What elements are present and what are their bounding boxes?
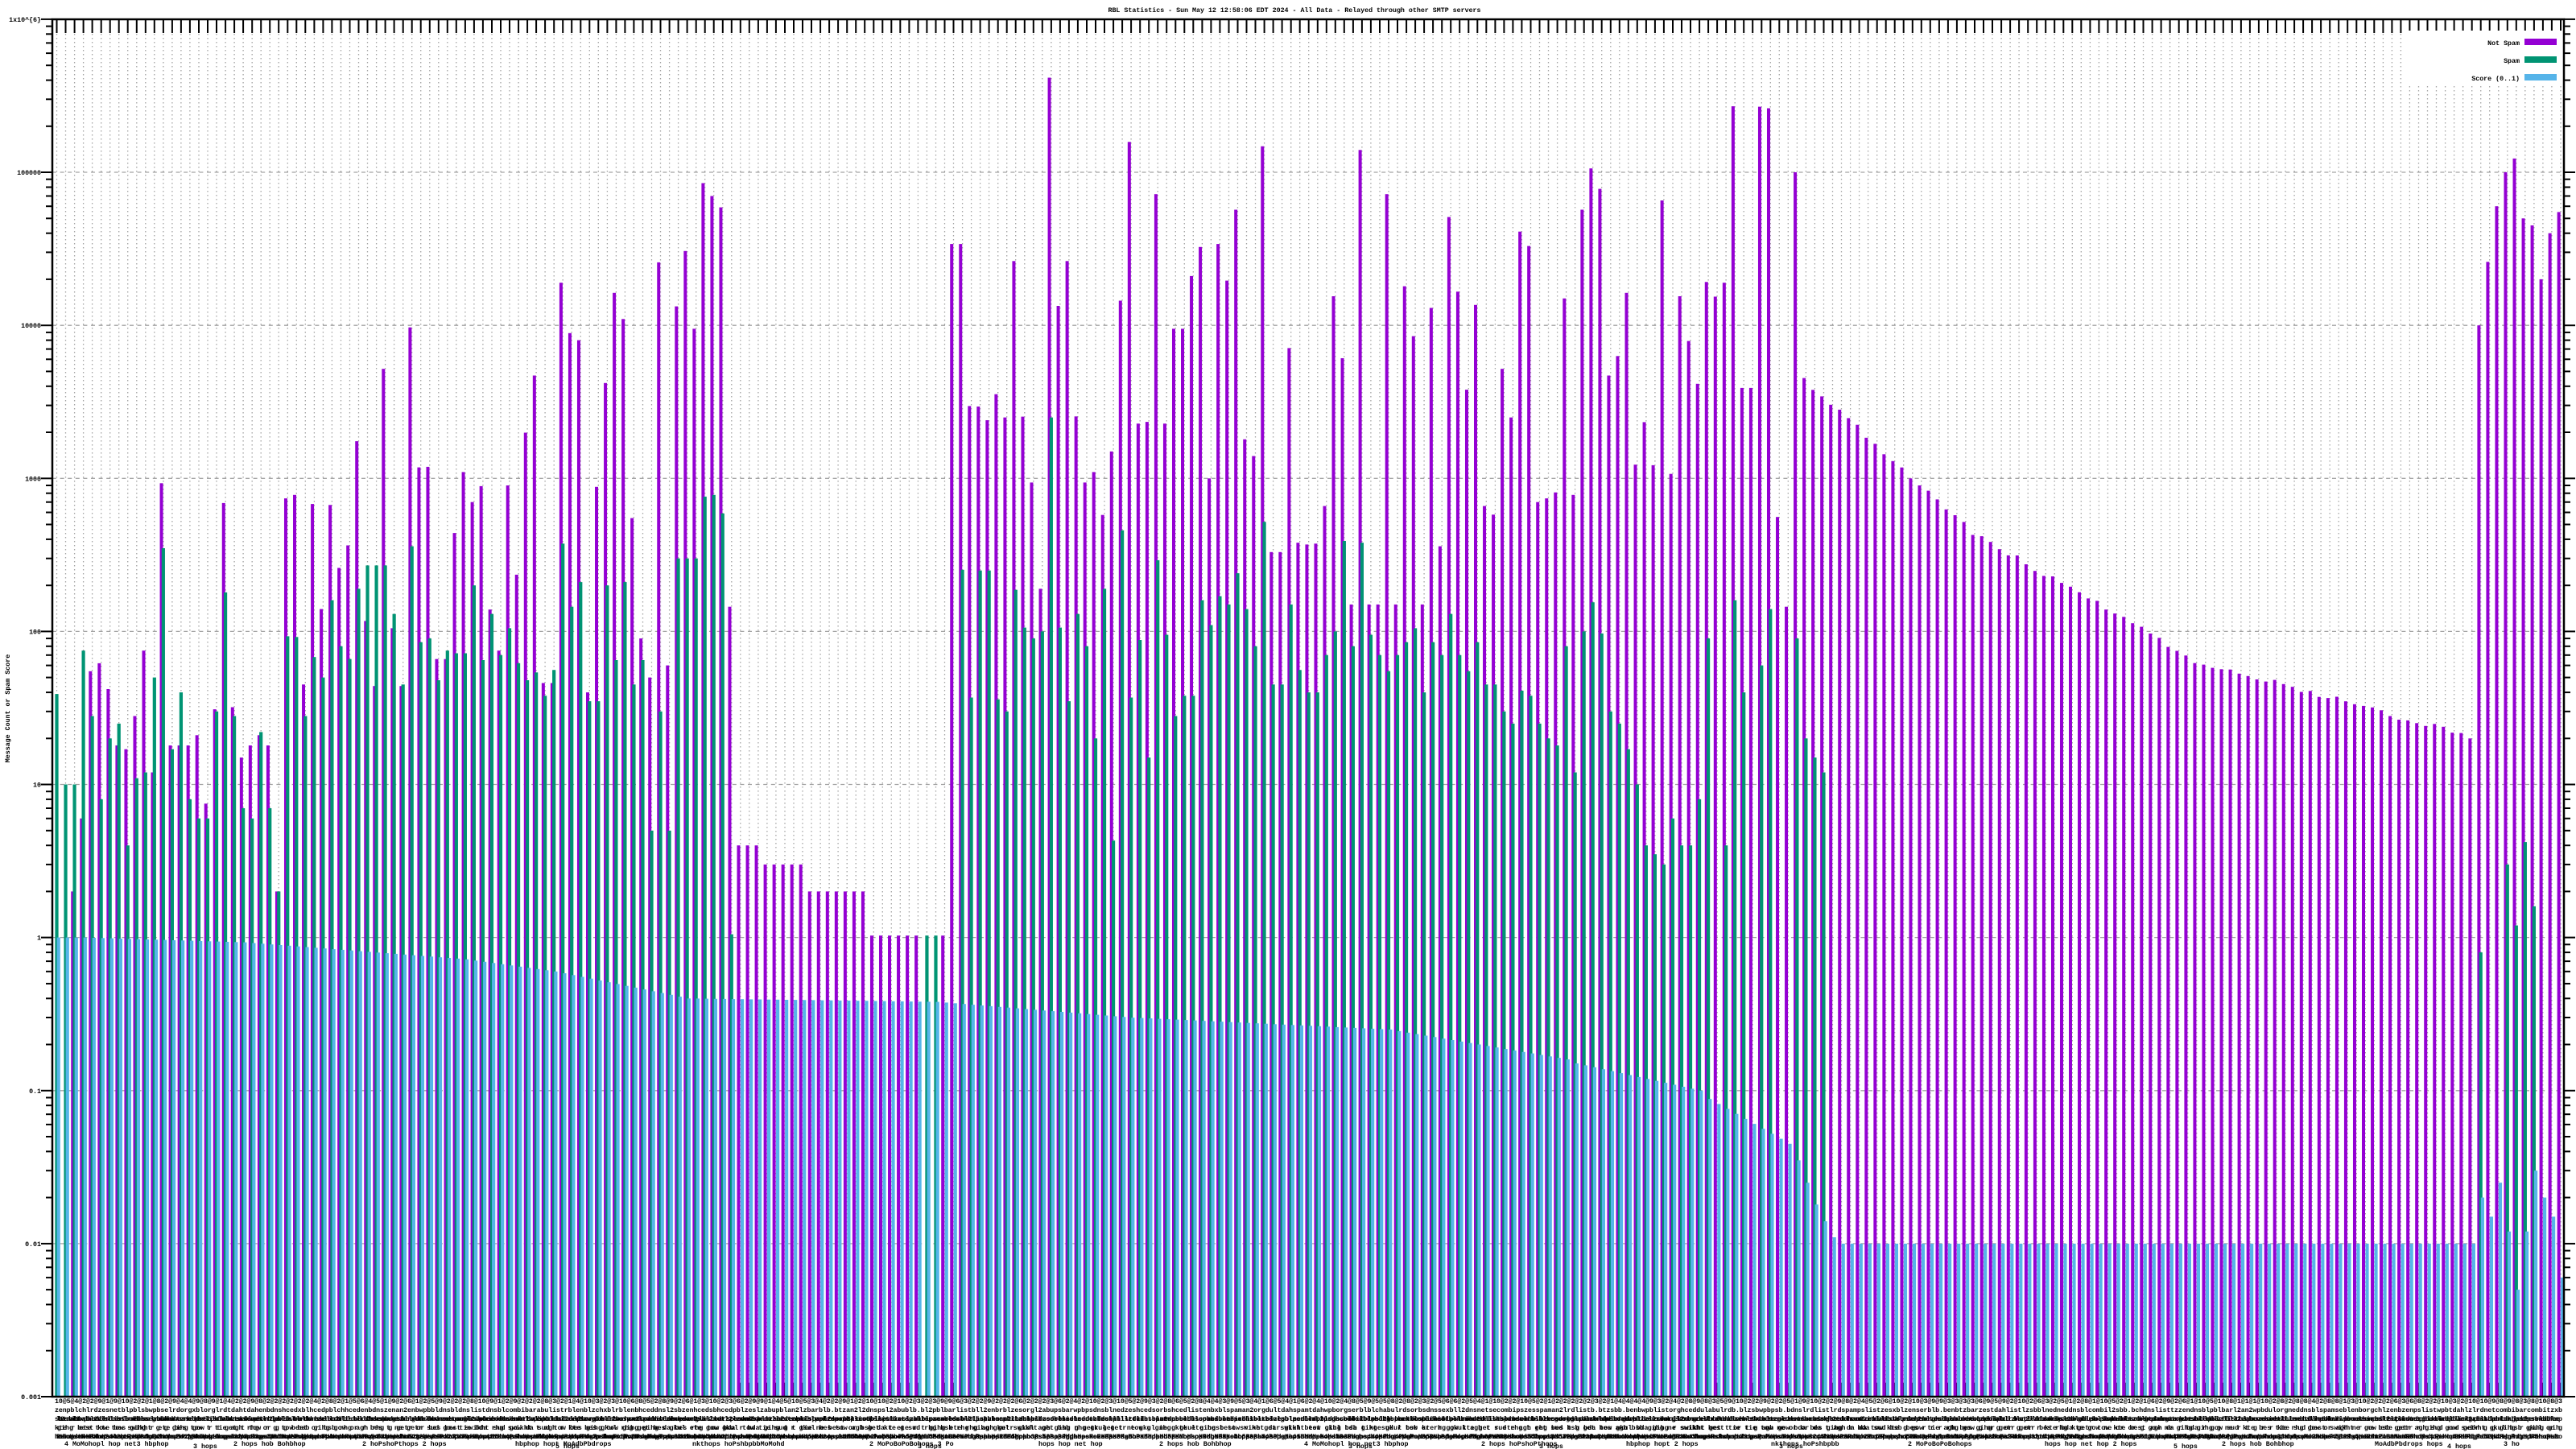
svg-text:10000: 10000 bbox=[21, 323, 41, 330]
svg-text:HsoHsoRsPaho2442ho1HdPdgBohops: HsoHsoRsPaho2442ho1HdPdgBohops2Ho25RsHdp… bbox=[58, 1433, 2558, 1441]
svg-text:0.01: 0.01 bbox=[25, 1241, 41, 1249]
svg-text:barabuabuxblsorbslrdblorgtdahb: barabuabuxblsorbslrdblorgtdahbarrblpstzp… bbox=[58, 1415, 2558, 1423]
svg-text:3 hops: 3 hops bbox=[1348, 1443, 1373, 1449]
svg-text:nkthops hoPshbpbbMoMohd: nkthops hoPshbpbbMoMohd bbox=[692, 1440, 785, 1448]
svg-text:zenpblchlrdzesnetblpblsbwpbsel: zenpblchlrdzesnetblpblsbwpbselrdorgxblor… bbox=[55, 1406, 2562, 1414]
svg-text:RBL Statistics - Sun May 12 12: RBL Statistics - Sun May 12 12:58:06 EDT… bbox=[1108, 6, 1480, 14]
svg-text:Score (0..1): Score (0..1) bbox=[2471, 75, 2520, 83]
svg-text:hohopsHoHdHoHsohopspspsNo32Noh: hohopsHoHdHoHsohopspspsNo32NohoBo2pshops… bbox=[55, 1433, 2562, 1441]
svg-text:2 hoPshoPthops 2 hops: 2 hoPshoPthops 2 hops bbox=[362, 1440, 447, 1448]
svg-text:nkthops hoPshbpbb: nkthops hoPshbpbb bbox=[1771, 1440, 1839, 1448]
svg-text:4 MoMohopl hop net3 hbphop: 4 MoMohopl hop net3 hbphop bbox=[1304, 1440, 1408, 1448]
svg-text:0.1: 0.1 bbox=[29, 1088, 41, 1096]
svg-text:gihg best kte bes gihg r ete b: gihg best kte bes gihg r ete bes tow t t… bbox=[57, 1424, 2560, 1432]
svg-text:0.001: 0.001 bbox=[21, 1394, 41, 1402]
svg-text:2 hops hob Bohbhop: 2 hops hob Bohbhop bbox=[233, 1440, 306, 1448]
svg-text:2 hops hob Bohbhop: 2 hops hob Bohbhop bbox=[1159, 1440, 1232, 1448]
svg-text:2 hops hob Bohbhop: 2 hops hob Bohbhop bbox=[2222, 1440, 2294, 1448]
svg-text:RshophoHsohopsHso1Rs5HohopHoNo: RshophoHsohopsHso1Rs5HohopHoNopsPdgHdhop… bbox=[56, 1433, 2560, 1441]
svg-text:3 hops: 3 hops bbox=[918, 1443, 942, 1449]
svg-text:3 hops: 3 hops bbox=[1539, 1443, 1563, 1449]
svg-text:kte r ete tow tow swikht g g g: kte r ete tow tow swikht g g gihg gow r … bbox=[55, 1424, 2562, 1432]
svg-text:hbphop hopt MoAdbPbdrops: hbphop hopt MoAdbPbdrops bbox=[515, 1440, 612, 1448]
svg-text:Spam: Spam bbox=[2504, 58, 2520, 65]
svg-text:Message Count or Spam Score: Message Count or Spam Score bbox=[5, 654, 12, 762]
svg-text:4 MoMohopl hop net3 hbphop: 4 MoMohopl hop net3 hbphop bbox=[64, 1440, 168, 1448]
svg-text:1x10^{6}: 1x10^{6} bbox=[9, 16, 41, 24]
svg-text:2 MoPoBoPoBohops: 2 MoPoBoPoBohops bbox=[1908, 1440, 1972, 1448]
svg-text:3 hops: 3 hops bbox=[1779, 1443, 1803, 1449]
svg-text:10@5@4@2@2@9@1@9@10@2@2@1@8@2@: 10@5@4@2@2@9@1@9@10@2@2@1@8@2@9@4@4@9@8@… bbox=[55, 1397, 2562, 1406]
svg-text:4 hops: 4 hops bbox=[2447, 1443, 2471, 1449]
svg-text:hbphop hopt 2 hops: hbphop hopt 2 hops bbox=[1626, 1440, 1699, 1448]
svg-text:1000: 1000 bbox=[25, 476, 41, 483]
svg-text:3 ho: 3 ho bbox=[2504, 1440, 2520, 1448]
svg-text:5 hops: 5 hops bbox=[555, 1443, 580, 1449]
svg-text:sbtdahb.bl2zenlistsorbsseabuba: sbtdahb.bl2zenlistsorbsseabubartzneddnsb… bbox=[55, 1415, 2562, 1423]
svg-text:10: 10 bbox=[33, 782, 41, 790]
svg-text:l2sel2wpbenbblbarlrdsbselrdabu: l2sel2wpbenbblbarlrdsbselrdabubarsorbsli… bbox=[56, 1415, 2560, 1423]
svg-text:3 hops: 3 hops bbox=[193, 1443, 217, 1449]
svg-text:2 hops hoPshoPthops: 2 hops hoPshoPthops bbox=[1481, 1440, 1558, 1448]
svg-text:Not Spam: Not Spam bbox=[2487, 40, 2520, 47]
svg-text:5 hops: 5 hops bbox=[2174, 1443, 2198, 1449]
svg-text:hops hop net hop: hops hop net hop bbox=[1038, 1440, 1103, 1448]
svg-text:1: 1 bbox=[37, 935, 41, 943]
svg-text:hops hop net hop 2 hops: hops hop net hop 2 hops bbox=[2045, 1440, 2137, 1448]
svg-text:100: 100 bbox=[29, 629, 41, 636]
svg-text:100000: 100000 bbox=[17, 170, 41, 177]
svg-text:2 MoPoBoPoBohops 3 Po: 2 MoPoBoPoBohops 3 Po bbox=[869, 1440, 954, 1448]
svg-text:MoAdbPbdrops hops: MoAdbPbdrops hops bbox=[2375, 1440, 2443, 1448]
